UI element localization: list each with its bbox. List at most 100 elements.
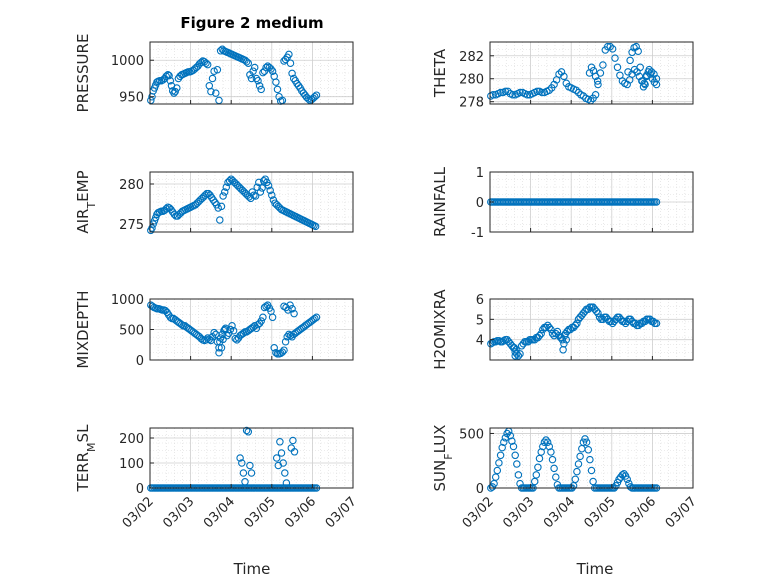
data-point [652,80,661,89]
data-point [496,451,505,460]
data-point [652,198,661,206]
data-point [257,85,265,94]
data-point [611,54,619,62]
data-point [171,87,179,96]
data-point [498,443,506,452]
data-point [547,325,555,334]
data-point [220,325,229,334]
data-point [262,63,270,72]
data-point [228,322,236,330]
data-point [290,448,299,456]
data-point [608,45,617,53]
data-point [242,426,251,435]
subplot-pressure: 950 1000 PRESSURE [74,34,354,113]
x-tick-label: 03/03 [500,494,537,531]
data-point [247,74,256,83]
data-point [607,317,615,326]
data-point [203,60,212,69]
data-point [652,319,661,328]
data-point [213,65,222,74]
data-point [311,222,320,231]
data-point [514,471,523,479]
data-point [620,317,628,326]
data-point [284,306,292,314]
data-point [548,329,557,338]
data-point [559,346,567,354]
data-point [270,344,278,352]
data-point [513,460,521,468]
data-point [212,89,220,97]
y-axis-label: MIXDEPTH [74,290,92,368]
y-tick-label: 280 [119,178,144,193]
data-point [532,471,541,479]
data-point [574,460,583,468]
y-tick-label: 100 [119,457,144,472]
data-point [286,59,295,67]
x-axis-label-right: Time [576,560,614,578]
data-point [538,88,546,97]
y-tick-label: 1000 [111,54,144,69]
data-point [268,313,277,322]
data-point [632,42,640,51]
data-point [226,325,235,334]
data-point [542,323,550,332]
data-point [311,314,319,323]
data-point [304,95,313,103]
y-tick-label: 0 [136,354,144,369]
data-point [247,469,256,477]
data-point [239,469,248,477]
data-point [573,467,581,476]
data-point [547,448,555,456]
y-tick-label: 0 [476,196,484,211]
axes-box [489,427,694,489]
x-tick-label: 03/05 [242,494,279,531]
data-point [166,76,175,85]
y-tick-label: 500 [459,427,484,442]
data-point [273,85,282,94]
y-tick-label: 5 [476,313,484,328]
y-tick-label: 282 [459,50,484,65]
data-point [620,470,628,478]
data-point [210,328,218,337]
y-axis-label: AIRTEMP [74,170,98,233]
axes-box [489,298,694,361]
data-point [162,205,170,213]
data-point [311,92,319,101]
x-tick-label: 03/02 [120,494,157,531]
data-point [250,63,259,72]
data-point [596,69,605,77]
y-axis-label: THETA [431,48,449,98]
y-tick-label: 6 [476,293,484,308]
data-point [220,188,229,196]
data-point [548,455,557,464]
data-point [516,350,524,358]
data-point [530,477,539,486]
data-point [644,68,653,76]
data-point [535,331,544,340]
data-point [511,451,519,460]
data-point [202,59,210,67]
data-point [537,329,545,338]
data-point [150,217,159,225]
data-point [216,216,224,224]
x-tick-label: 03/07 [323,494,360,531]
data-point [560,72,568,81]
axes-box [149,427,354,489]
data-point [197,58,205,67]
data-point [236,454,244,462]
data-point [626,56,634,65]
data-point [557,68,566,76]
y-axis-label: TERRMSL [74,424,98,493]
data-point [276,438,284,446]
x-tick-label: 03/06 [282,494,319,531]
y-axis-label: PRESSURE [74,34,92,113]
y-tick-label: 500 [119,324,144,339]
data-point [285,50,293,59]
data-point [500,336,508,345]
data-point [640,79,649,88]
data-point [491,473,500,481]
data-point [289,74,298,83]
data-point [496,88,505,97]
data-point [623,475,631,484]
